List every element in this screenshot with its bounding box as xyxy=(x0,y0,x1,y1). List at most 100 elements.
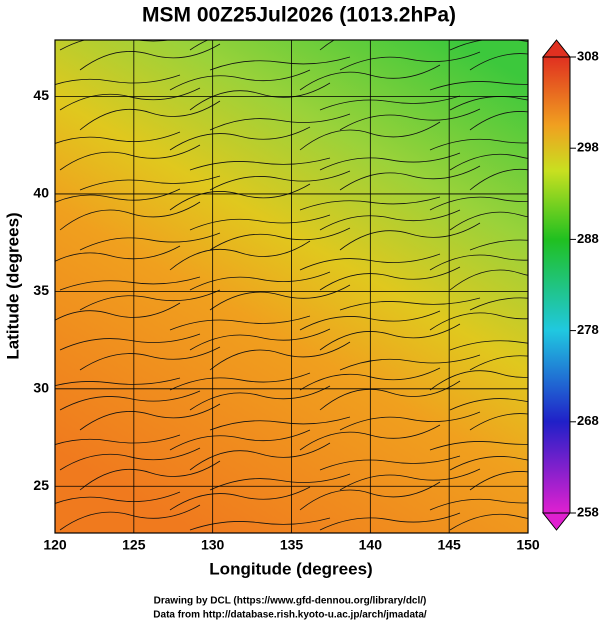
x-axis-label: Longitude (degrees) xyxy=(209,559,372,578)
streamline xyxy=(469,53,528,71)
streamline xyxy=(55,245,181,262)
streamline xyxy=(169,183,311,211)
colorbar-tick-label: 268 xyxy=(577,413,599,428)
streamline xyxy=(319,152,461,171)
streamline xyxy=(59,40,172,51)
credit: Drawing by DCL (https://www.gfd-dennou.o… xyxy=(154,596,427,607)
streamline xyxy=(59,276,201,291)
colorbar xyxy=(542,56,571,514)
streamline xyxy=(55,377,181,387)
y-tick-label: 30 xyxy=(33,380,49,396)
x-tick-label: 150 xyxy=(516,537,540,553)
streamline xyxy=(319,323,461,351)
credit: Data from http://database.rish.kyoto-u.a… xyxy=(153,610,427,621)
streamline xyxy=(209,170,351,191)
streamline xyxy=(429,370,528,391)
streamline xyxy=(339,51,481,71)
streamline xyxy=(169,429,311,451)
streamline xyxy=(449,211,528,231)
streamline xyxy=(209,56,351,71)
x-tick-label: 135 xyxy=(280,537,304,553)
streamline xyxy=(319,512,461,531)
streamline xyxy=(429,138,528,151)
streamline xyxy=(429,441,528,451)
streamline xyxy=(59,390,201,411)
x-tick-label: 125 xyxy=(122,537,146,553)
streamline xyxy=(169,240,311,271)
streamline xyxy=(55,131,181,144)
colorbar-tick-label: 308 xyxy=(577,48,599,63)
streamline xyxy=(55,302,181,321)
streamline xyxy=(469,471,528,491)
plot-frame xyxy=(54,39,529,534)
streamline xyxy=(189,157,331,171)
streamline xyxy=(339,165,481,191)
x-tick-label: 130 xyxy=(201,537,225,553)
streamline xyxy=(59,504,201,531)
streamline xyxy=(209,341,351,371)
colorbar-extend-top xyxy=(541,39,572,58)
streamline xyxy=(189,328,331,351)
streamline xyxy=(469,111,528,131)
streamline xyxy=(189,517,331,531)
streamline xyxy=(429,196,528,211)
streamline xyxy=(59,447,201,471)
colorbar-tick-label: 278 xyxy=(577,322,599,337)
y-axis-label: Latitude (degrees) xyxy=(3,212,22,359)
streamline xyxy=(79,460,221,491)
streamline xyxy=(79,100,221,131)
streamline xyxy=(469,239,528,251)
colorbar-tick-label: 258 xyxy=(577,504,599,519)
streamline xyxy=(189,442,331,471)
streamline xyxy=(209,416,351,431)
streamline xyxy=(79,289,221,311)
streamline xyxy=(79,346,221,371)
streamline xyxy=(339,468,481,491)
streamline xyxy=(429,312,528,331)
x-tick-label: 140 xyxy=(359,537,383,553)
streamline xyxy=(169,315,311,331)
streamline xyxy=(79,403,221,431)
streamline xyxy=(339,411,481,431)
streamline xyxy=(449,269,528,291)
streamline xyxy=(429,498,528,511)
streamline xyxy=(339,297,481,311)
streamline xyxy=(449,153,528,171)
y-tick-label: 35 xyxy=(33,282,49,298)
streamline xyxy=(449,513,528,531)
streamline xyxy=(55,74,181,85)
streamline xyxy=(429,254,528,271)
streamline xyxy=(469,297,528,311)
streamline xyxy=(319,95,461,111)
streamline xyxy=(339,354,481,371)
streamline xyxy=(189,82,331,111)
streamline xyxy=(319,266,461,291)
streamline xyxy=(469,413,528,431)
colorbar-extend-bottom xyxy=(541,512,572,531)
streamline xyxy=(449,96,528,111)
streamline xyxy=(469,168,528,191)
streamline xyxy=(449,456,528,471)
y-tick-label: 45 xyxy=(33,87,49,103)
streamline xyxy=(79,232,221,251)
streamline xyxy=(449,340,528,351)
streamlines xyxy=(55,40,528,531)
y-tick-label: 40 xyxy=(33,185,49,201)
streamline xyxy=(209,284,351,311)
streamline xyxy=(189,214,331,231)
streamline xyxy=(209,227,351,251)
streamline xyxy=(449,398,528,411)
streamline xyxy=(209,113,351,131)
streamline xyxy=(169,126,311,151)
x-tick-label: 120 xyxy=(43,537,67,553)
streamline xyxy=(469,355,528,371)
streamline xyxy=(189,385,331,411)
colorbar-tick-label: 298 xyxy=(577,140,599,155)
streamline xyxy=(339,108,481,131)
streamline xyxy=(79,175,221,191)
streamline xyxy=(55,188,181,203)
streamline xyxy=(59,201,201,231)
streamline xyxy=(319,209,461,231)
streamline xyxy=(209,473,351,491)
